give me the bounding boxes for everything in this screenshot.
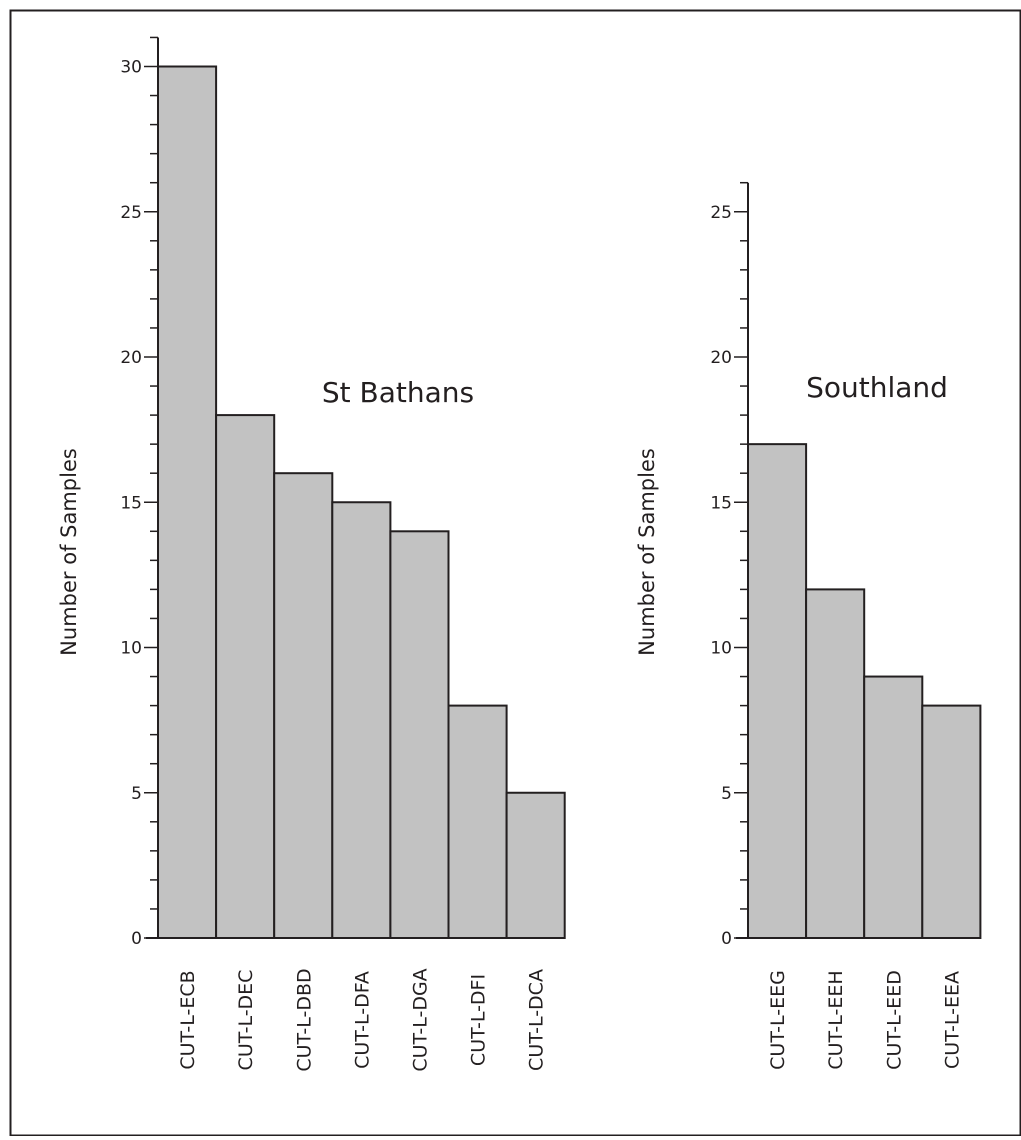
y-axis-title-southland: Number of Samples [635, 448, 659, 656]
x-tick-label: CUT-L-DBD [293, 968, 315, 1071]
panel-title-st-bathans: St Bathans [322, 376, 474, 409]
y-tick-label: 15 [120, 493, 142, 513]
y-tick-label: 15 [710, 493, 732, 513]
panel-title-southland: Southland [806, 371, 948, 404]
x-tick-label: CUT-L-DFA [351, 971, 373, 1069]
y-tick-label: 0 [131, 929, 142, 949]
y-tick-label: 10 [120, 639, 142, 659]
bar-cut-l-eeg [747, 443, 808, 939]
bar-cut-l-eea [921, 704, 982, 939]
y-tick-label: 25 [120, 203, 142, 223]
x-tick-label: CUT-L-EEA [941, 971, 963, 1069]
bar-cut-l-dfa [331, 501, 392, 939]
bar-cut-l-dfi [447, 704, 508, 939]
panel-st-bathans: St Bathans Number of Samples 0 5 10 15 20 25 3… [57, 36, 566, 1072]
bar-cut-l-eed [863, 675, 924, 939]
x-tick-label: CUT-L-EEG [767, 970, 789, 1070]
x-tick-label: CUT-L-DCA [526, 969, 548, 1071]
bar-cut-l-dca [505, 791, 566, 939]
bar-cut-l-dbd [273, 472, 334, 939]
x-tick-label: CUT-L-EED [883, 970, 905, 1070]
x-tick-label: CUT-L-DFI [468, 974, 490, 1066]
y-tick-label: 20 [120, 348, 142, 368]
y-tick-label: 5 [721, 784, 732, 804]
y-axis-title-st-bathans: Number of Samples [57, 448, 81, 656]
bar-cut-l-eeh [805, 588, 866, 940]
y-tick-label: 20 [710, 348, 732, 368]
x-tick-label: CUT-L-EEH [825, 970, 847, 1069]
bar-cut-l-ecb [157, 65, 218, 939]
bar-cut-l-dec [215, 414, 276, 940]
x-tick-label: CUT-L-DEC [235, 970, 257, 1071]
y-tick-label: 25 [710, 203, 732, 223]
bar-cut-l-dga [389, 530, 450, 939]
x-tick-label: CUT-L-ECB [177, 970, 199, 1069]
panel-southland: Southland Number of Samples 0 5 10 15 20 25 CU… [635, 181, 982, 1070]
y-tick-label: 5 [131, 784, 142, 804]
y-tick-label: 30 [120, 58, 142, 78]
x-tick-label: CUT-L-DGA [409, 968, 431, 1071]
y-tick-label: 0 [721, 929, 732, 949]
y-tick-label: 10 [710, 639, 732, 659]
